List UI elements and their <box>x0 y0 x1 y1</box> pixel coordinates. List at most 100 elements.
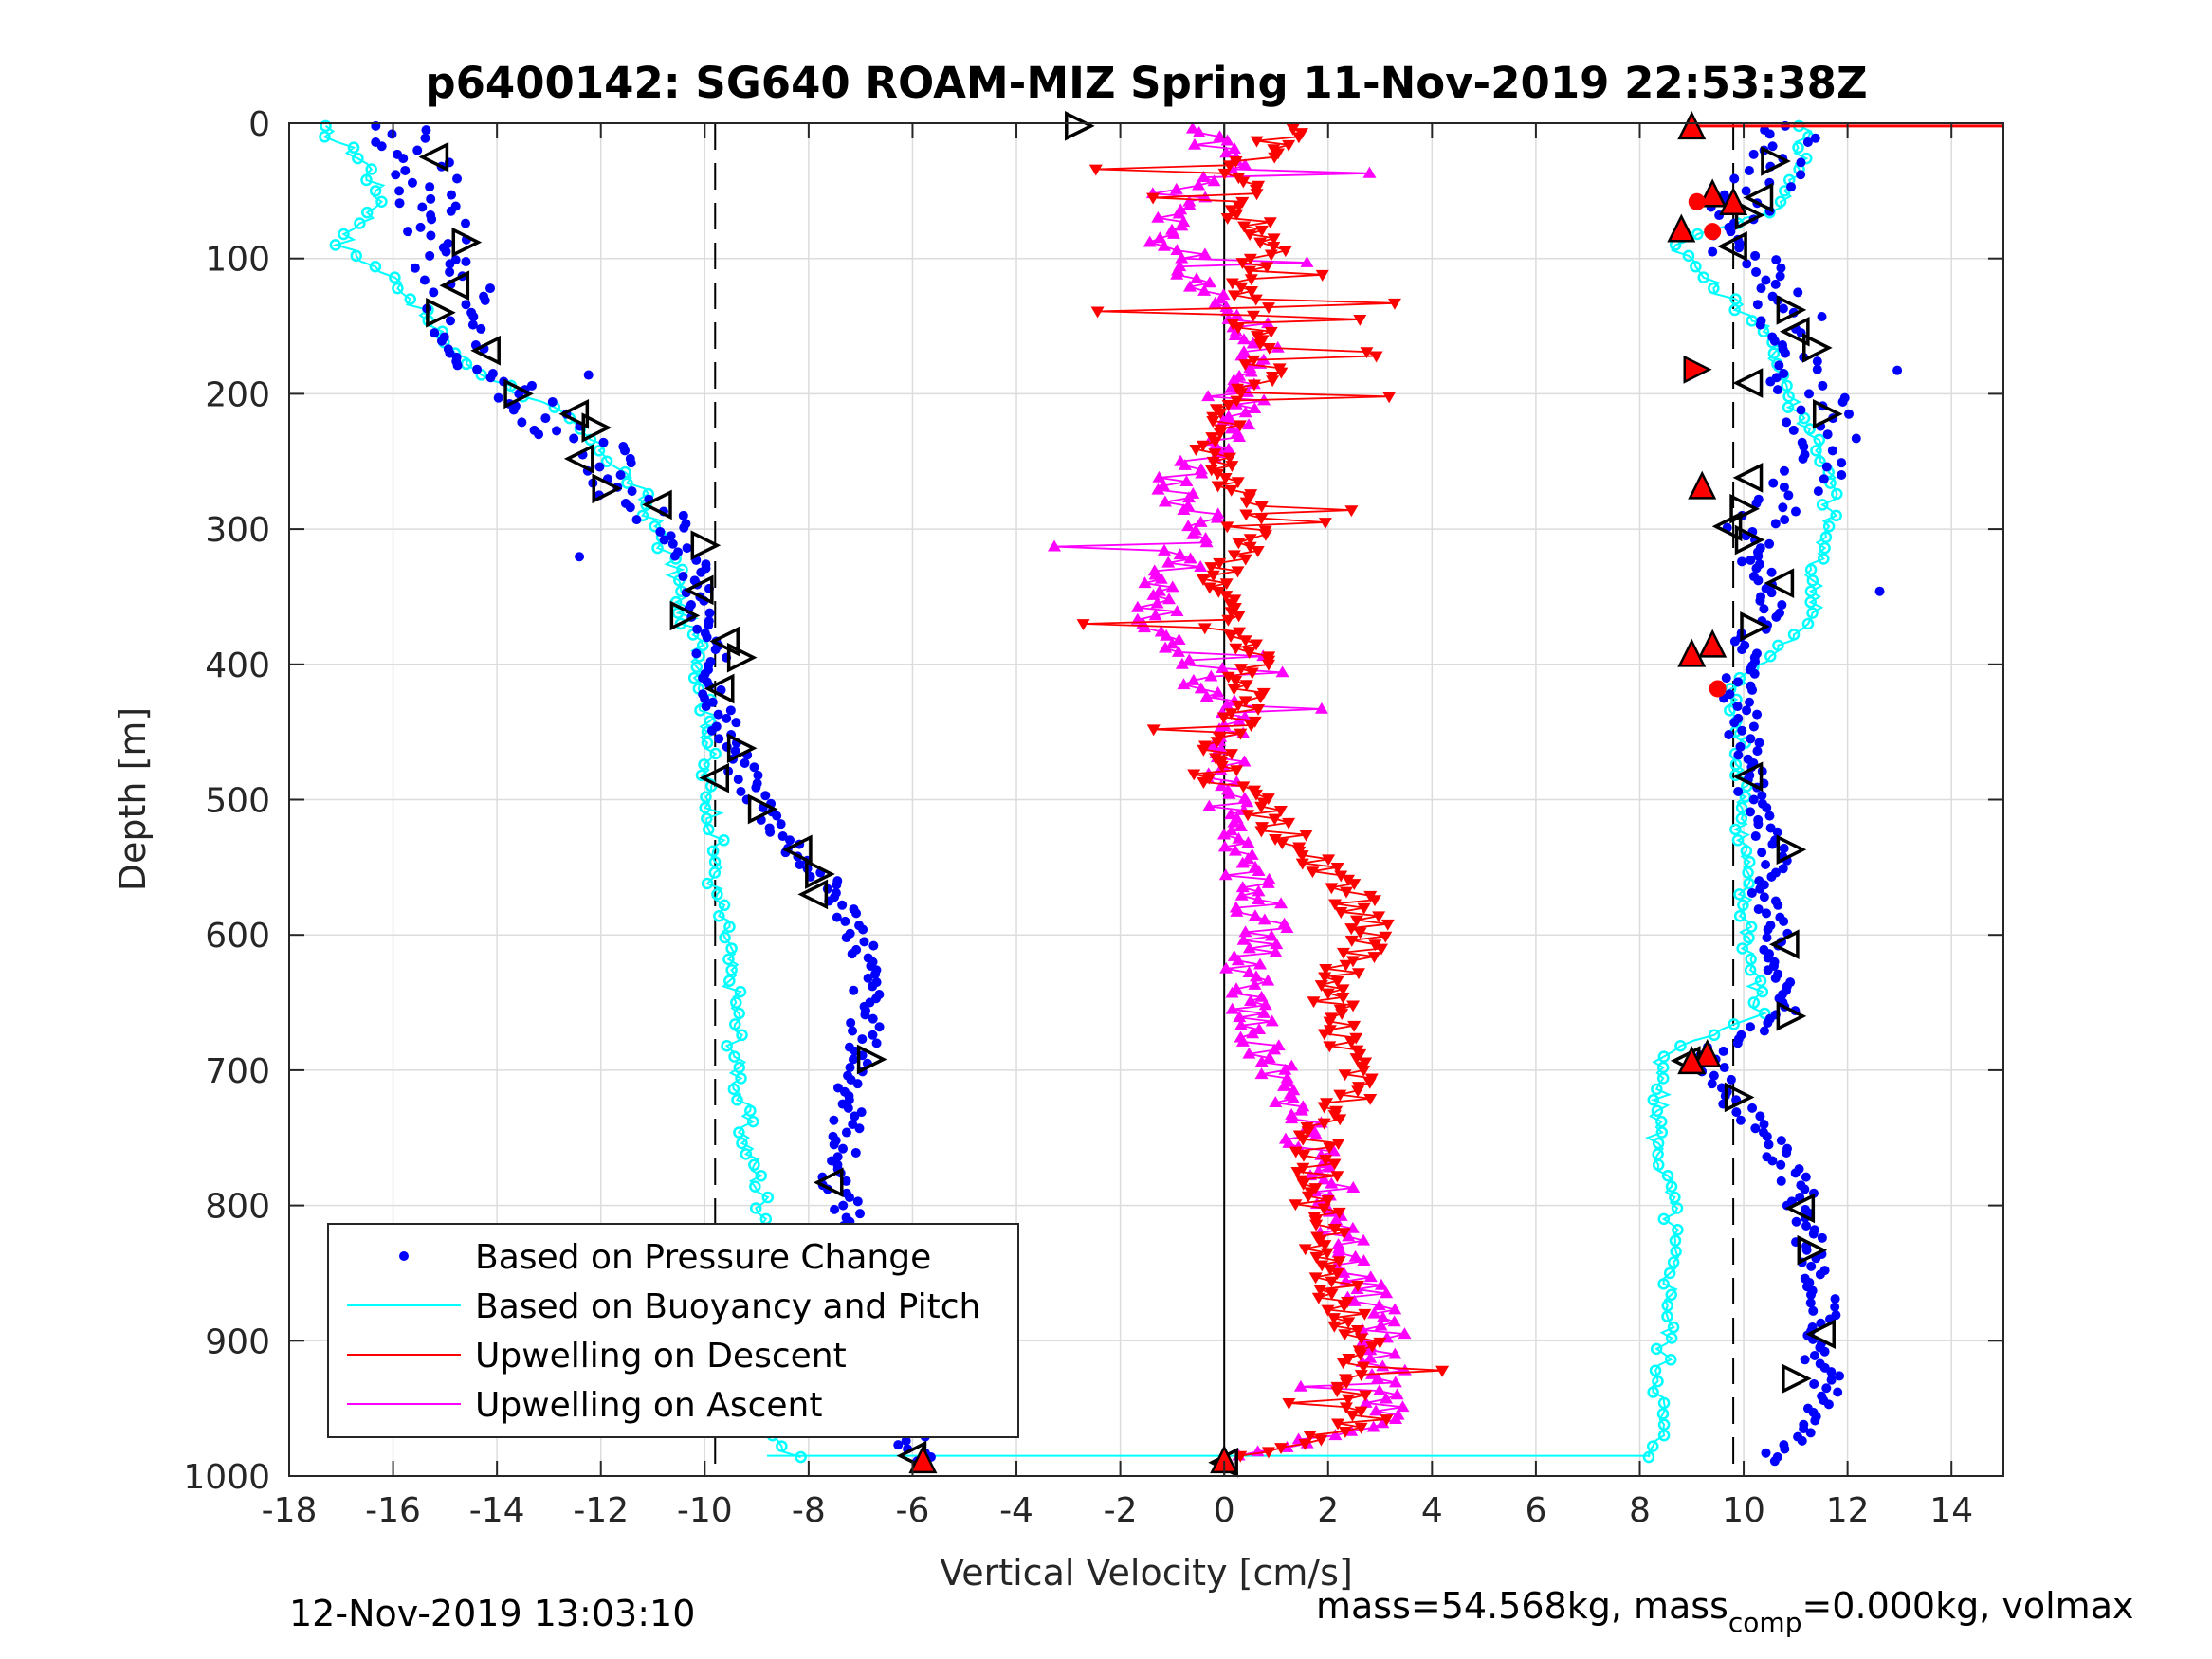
upwelling-ascent-line <box>1152 189 1177 195</box>
buoyancy-pitch-point <box>1743 877 1755 890</box>
upwelling-ascent-point <box>1241 836 1255 848</box>
black-triangle-marker <box>581 412 612 443</box>
upwelling-ascent-line <box>1053 541 1207 548</box>
pressure-change-point <box>485 373 496 383</box>
buoyancy-pitch-point <box>1708 282 1720 295</box>
upwelling-ascent-line <box>1209 801 1248 808</box>
upwelling-descent-line <box>1295 1198 1328 1206</box>
upwelling-descent-line <box>1313 1000 1354 1007</box>
buoyancy-pitch-point <box>1663 1267 1676 1280</box>
upwelling-descent-point <box>1290 1167 1305 1178</box>
upwelling-ascent-point <box>1363 1270 1378 1283</box>
pressure-change-point <box>446 206 456 216</box>
upwelling-descent-point <box>1224 630 1238 643</box>
upwelling-descent-point <box>1301 1126 1315 1139</box>
pressure-change-point <box>1741 186 1751 196</box>
upwelling-ascent-line <box>1375 1410 1398 1416</box>
pressure-change-point <box>1874 586 1885 596</box>
upwelling-ascent-line <box>1181 663 1223 669</box>
pressure-change-point <box>1779 916 1789 926</box>
upwelling-descent-line <box>1235 155 1275 162</box>
pressure-change-point <box>1764 1139 1774 1150</box>
upwelling-ascent-point <box>1347 1294 1362 1306</box>
upwelling-descent-line <box>1295 1146 1330 1153</box>
upwelling-descent-point <box>1380 1414 1394 1427</box>
upwelling-descent-point <box>1249 789 1263 801</box>
buoyancy-pitch-point <box>1682 249 1695 263</box>
buoyancy-pitch-point <box>1669 1234 1682 1247</box>
buoyancy-pitch-point <box>1819 541 1831 555</box>
buoyancy-pitch-point <box>1747 996 1761 1009</box>
pressure-change-point <box>760 791 771 801</box>
upwelling-descent-point <box>1374 943 1388 956</box>
upwelling-descent-point <box>1215 760 1229 773</box>
upwelling-ascent-point <box>1236 933 1251 945</box>
upwelling-ascent-point <box>1207 174 1221 187</box>
upwelling-ascent-line <box>1232 992 1262 998</box>
pressure-change-point <box>1751 563 1762 574</box>
upwelling-descent-point <box>1187 769 1201 781</box>
upwelling-ascent-point <box>1238 406 1252 418</box>
buoyancy-pitch-point <box>1661 1310 1673 1322</box>
upwelling-descent-point <box>1220 212 1234 225</box>
pressure-change-point <box>1707 1079 1717 1089</box>
pressure-change-point <box>874 1022 885 1032</box>
pressure-change-point <box>534 429 544 440</box>
upwelling-descent-line <box>1213 420 1241 427</box>
upwelling-descent-point <box>1253 237 1268 249</box>
upwelling-descent-point <box>1268 152 1282 164</box>
pressure-change-point <box>1892 365 1903 375</box>
pressure-change-point <box>631 515 642 525</box>
upwelling-ascent-point <box>1232 714 1246 726</box>
pressure-change-point <box>1778 303 1788 314</box>
upwelling-descent-line <box>1334 902 1364 909</box>
upwelling-ascent-point <box>1379 1392 1393 1404</box>
upwelling-ascent-point <box>1192 125 1206 137</box>
black-triangle-marker <box>709 626 740 657</box>
buoyancy-pitch-point <box>1804 585 1818 597</box>
upwelling-descent-line <box>1356 919 1388 925</box>
y-axis-label: Depth [m] <box>112 707 154 892</box>
pressure-change-point <box>1782 417 1792 428</box>
pressure-change-point <box>441 246 451 257</box>
upwelling-ascent-point <box>1285 1112 1299 1124</box>
red-triangle-marker <box>1677 111 1707 140</box>
upwelling-descent-point <box>1221 614 1235 627</box>
upwelling-descent-line <box>1256 136 1299 142</box>
pressure-change-point <box>447 190 457 200</box>
upwelling-descent-point <box>1317 1203 1331 1215</box>
legend-label: Based on Pressure Change <box>475 1238 931 1277</box>
black-triangle-marker <box>1764 568 1795 599</box>
upwelling-ascent-point <box>1388 1303 1402 1315</box>
upwelling-ascent-point <box>1280 921 1294 933</box>
upwelling-descent-point <box>1347 879 1362 890</box>
buoyancy-pitch-point <box>698 758 710 771</box>
red-triangle-marker <box>1719 186 1748 216</box>
pressure-change-point <box>1751 498 1762 508</box>
pressure-change-point <box>1810 133 1820 143</box>
pressure-change-point <box>1746 807 1756 817</box>
x-tick-label: 2 <box>1317 1491 1339 1530</box>
pressure-change-point <box>400 165 411 175</box>
upwelling-ascent-point <box>1357 1254 1371 1267</box>
pressure-change-point <box>1800 1355 1810 1365</box>
upwelling-descent-point <box>1232 611 1246 623</box>
upwelling-ascent-point <box>1374 1278 1388 1290</box>
pressure-change-point <box>1750 831 1761 842</box>
upwelling-descent-line <box>1268 301 1395 308</box>
pressure-change-point <box>1746 555 1756 565</box>
pressure-change-point <box>445 259 455 269</box>
upwelling-ascent-point <box>1170 267 1184 280</box>
buoyancy-pitch-point <box>1733 909 1746 922</box>
pressure-change-point <box>1746 1022 1756 1032</box>
upwelling-descent-point <box>1295 858 1309 870</box>
upwelling-descent-line <box>1313 995 1344 1003</box>
buoyancy-pitch-point <box>1745 921 1758 933</box>
upwelling-descent-point <box>1211 481 1225 493</box>
upwelling-descent-point <box>1382 392 1397 404</box>
pressure-change-point <box>1766 871 1777 882</box>
x-axis-label: Vertical Velocity [cm/s] <box>940 1552 1353 1594</box>
upwelling-descent-point <box>1333 1089 1347 1102</box>
pressure-change-point <box>1734 243 1745 253</box>
upwelling-descent-point <box>1318 972 1332 984</box>
